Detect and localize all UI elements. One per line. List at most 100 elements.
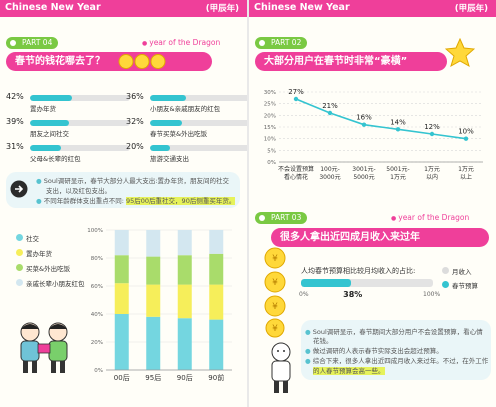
cartoon-person-icon bbox=[271, 342, 291, 393]
right-dragon-tag: year of the Dragon bbox=[391, 213, 469, 222]
stack-legend-swatch bbox=[16, 264, 23, 271]
left-dragon-tag: year of the Dragon bbox=[142, 38, 220, 47]
right-page: Chinese New Year (甲辰年) PART 02 大部分用户在春节时… bbox=[249, 0, 496, 407]
stack-segment bbox=[209, 253, 224, 285]
age-stacked-chart: 100% 80% 60% 40% 20% 0% 00后 95后 90后 90前 bbox=[87, 228, 232, 382]
stack-legend-swatch bbox=[16, 279, 23, 286]
line-series bbox=[295, 98, 467, 140]
left-banner-title: 春节的钱花哪去了？ bbox=[15, 56, 105, 67]
line-y-tick: 10% bbox=[264, 137, 276, 143]
stack-segment bbox=[209, 230, 224, 254]
right-header-year: (甲辰年) bbox=[454, 4, 488, 14]
spend-bar-fill bbox=[30, 145, 61, 151]
spend-value-label: 39% bbox=[6, 117, 24, 126]
part03-label: PART 03 bbox=[255, 212, 308, 224]
line-x-label: 100元- bbox=[320, 166, 340, 173]
stack-segment bbox=[114, 283, 129, 314]
right-bullet-2: ● 做过调研的人表示春节实际支出会超过预算。 bbox=[305, 347, 443, 355]
stack-segment bbox=[114, 314, 129, 370]
banner02-title: 大部分用户在春节时非常“豪横” bbox=[264, 56, 408, 67]
stack-y-tick: 20% bbox=[91, 340, 103, 346]
banner03: 很多人拿出近四成月收入来过年 bbox=[271, 228, 489, 247]
left-header-year: (甲辰年) bbox=[205, 4, 239, 14]
line-x-label: 5000元 bbox=[353, 174, 374, 181]
left-note-line-1: ● Soul调研显示，春节大部分人最大支出:置办年货，朋友间的社交 bbox=[36, 177, 229, 185]
stack-segment bbox=[114, 255, 129, 284]
line-point bbox=[429, 131, 435, 137]
svg-text:¥: ¥ bbox=[272, 324, 278, 334]
part02-label: PART 02 bbox=[255, 37, 308, 49]
spend-category-label: 小朋友&亲戚朋友的红包 bbox=[150, 105, 221, 113]
spend-bar-fill bbox=[30, 95, 72, 101]
line-y-tick: 0% bbox=[267, 160, 276, 166]
spend-category-label: 父母&长辈的红包 bbox=[30, 155, 81, 163]
legend-income-swatch bbox=[442, 267, 449, 274]
stack-segment bbox=[146, 316, 161, 370]
line-point bbox=[395, 127, 401, 132]
part04-label: PART 04 bbox=[6, 37, 59, 49]
stack-segment bbox=[146, 256, 161, 285]
stack-x-label: 00后 bbox=[114, 373, 130, 382]
page-gutter bbox=[247, 0, 249, 407]
spend-value-label: 31% bbox=[6, 142, 24, 151]
line-x-label: 以内 bbox=[426, 173, 438, 181]
spend-value-label: 32% bbox=[126, 117, 144, 126]
spend-bar-fill bbox=[30, 120, 69, 126]
line-y-tick: 20% bbox=[264, 113, 276, 119]
income-track bbox=[301, 279, 433, 287]
stack-segment bbox=[114, 230, 129, 256]
svg-text:¥: ¥ bbox=[272, 254, 278, 264]
stack-y-tick: 100% bbox=[87, 228, 103, 234]
svg-text:¥: ¥ bbox=[272, 302, 278, 312]
income-axis-min: 0% bbox=[299, 291, 309, 298]
line-value-label: 27% bbox=[288, 88, 304, 96]
stack-y-tick: 0% bbox=[94, 368, 103, 374]
stack-legend-label: 置办年货 bbox=[26, 250, 52, 258]
spend-bar-track bbox=[30, 95, 130, 101]
line-y-tick: 30% bbox=[264, 90, 276, 96]
spend-category-label: 旅游交通支出 bbox=[150, 155, 189, 163]
banner02: 大部分用户在春节时非常“豪横” bbox=[255, 52, 447, 71]
line-x-label: 1万元 bbox=[458, 166, 474, 173]
stack-y-tick: 80% bbox=[91, 256, 103, 262]
line-y-tick: 15% bbox=[264, 125, 276, 131]
spend-bar-fill bbox=[150, 145, 170, 151]
stack-segment bbox=[177, 230, 192, 256]
left-banner: 春节的钱花哪去了？ bbox=[6, 52, 212, 71]
cartoon-people-icon bbox=[20, 322, 68, 373]
line-x-label: 看心情花 bbox=[284, 173, 308, 181]
line-x-label: 5001元- bbox=[386, 166, 409, 173]
line-x-label: 不会设置预算 bbox=[278, 165, 314, 173]
spend-value-label: 36% bbox=[126, 92, 144, 101]
line-y-tick: 5% bbox=[267, 148, 276, 154]
stack-segment bbox=[146, 230, 161, 257]
coins-icon bbox=[118, 54, 166, 69]
stack-segment bbox=[177, 255, 192, 285]
stack-segment bbox=[209, 284, 224, 320]
stack-legend-label: 亲戚长辈小朋友红包 bbox=[26, 280, 85, 288]
left-header-bar: Chinese New Year (甲辰年) bbox=[0, 0, 247, 17]
stack-y-tick: 40% bbox=[91, 312, 103, 318]
coin-stack-icon: ¥ ¥ ¥ ¥ bbox=[264, 247, 286, 338]
right-header-bar: Chinese New Year (甲辰年) bbox=[249, 0, 496, 17]
line-value-label: 16% bbox=[356, 114, 372, 122]
stack-x-label: 95后 bbox=[145, 373, 161, 382]
stack-segment bbox=[177, 284, 192, 319]
stack-legend-swatch bbox=[16, 249, 23, 256]
line-x-label: 3000元 bbox=[319, 174, 340, 181]
line-point bbox=[327, 110, 333, 116]
right-bullet-3b: 的人春节预算会高一些。 bbox=[313, 367, 385, 375]
spend-value-label: 42% bbox=[6, 92, 24, 101]
badge-icon bbox=[445, 38, 475, 68]
stack-x-label: 90后 bbox=[177, 373, 193, 382]
line-point bbox=[361, 122, 367, 127]
spend-category-label: 春节买菜&外出吃饭 bbox=[150, 130, 208, 138]
line-x-label: 3001元- bbox=[352, 166, 375, 173]
income-box-title: 人均春节预算相比较月均收入的占比: bbox=[301, 267, 416, 275]
income-budget-fill bbox=[301, 279, 352, 287]
income-budget-value: 38% bbox=[343, 290, 363, 299]
stack-legend-label: 社交 bbox=[26, 235, 39, 243]
right-bullet-1: ● Soul调研显示，春节期间大部分用户不会设置预算，看心情 bbox=[305, 328, 483, 336]
spend-category-label: 朋友之间社交 bbox=[30, 130, 69, 138]
